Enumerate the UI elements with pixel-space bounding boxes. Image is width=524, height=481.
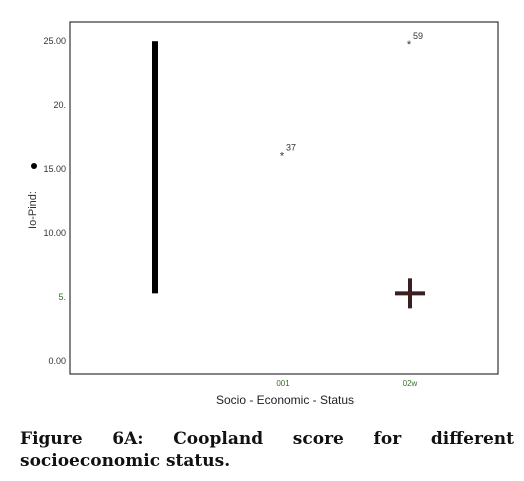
caption-line-2: socioeconomic status. xyxy=(20,451,231,471)
median-plus-marker xyxy=(395,278,425,309)
x-tick-label-2: 02w xyxy=(403,379,418,388)
outlier-point-0: * xyxy=(280,151,285,163)
y-tick-label-2: 15.00 xyxy=(43,164,66,174)
range-bar xyxy=(152,41,158,294)
outlier-label-0: 37 xyxy=(286,143,296,153)
outlier-point-1: * xyxy=(407,39,412,51)
plus-vertical xyxy=(408,278,412,309)
y-tick-label-3: 10.00 xyxy=(43,228,66,238)
y-tick-label-4: 5. xyxy=(58,292,66,302)
outlier-label-1: 59 xyxy=(413,31,423,41)
x-tick-label-1: 001 xyxy=(276,379,290,388)
y-tick-label-5: 0.00 xyxy=(48,356,66,366)
y-tick-label-0: 25.00 xyxy=(43,36,66,46)
y-tick-label-1: 20. xyxy=(53,100,66,110)
y-axis-label: Io-Pind: xyxy=(27,191,39,229)
caption-line-1: Figure 6A: Coopland score for different xyxy=(20,429,514,449)
figure-caption: Figure 6A: Coopland score for different … xyxy=(20,428,514,472)
plot-frame xyxy=(69,21,499,375)
x-axis-label: Socio - Economic - Status xyxy=(216,393,354,407)
y-label-dot xyxy=(31,163,37,169)
